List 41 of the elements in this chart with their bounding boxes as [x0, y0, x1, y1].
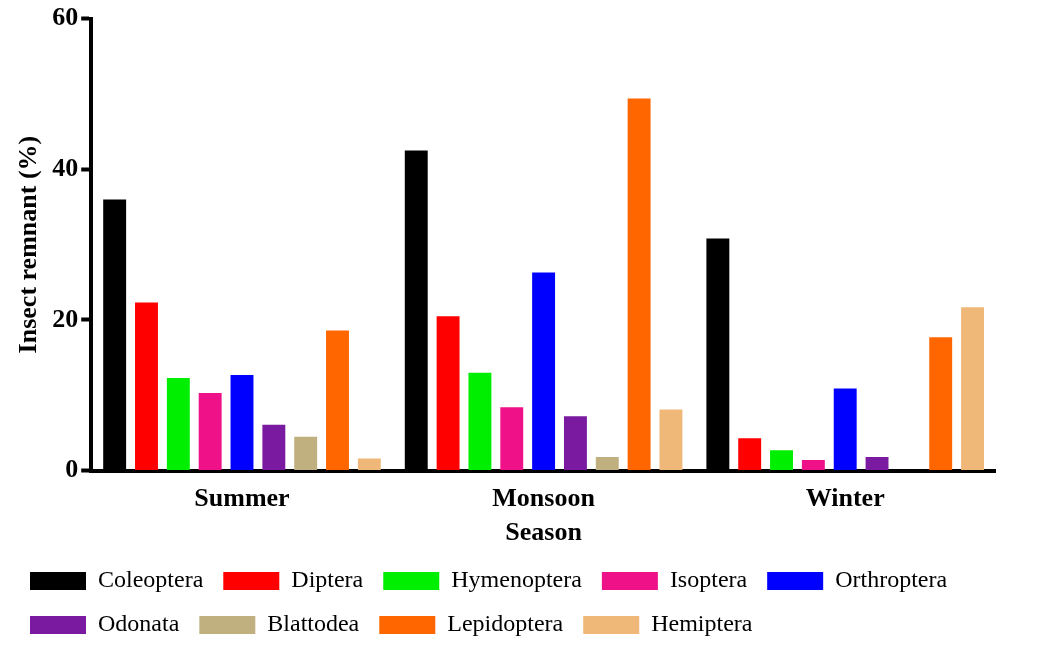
y-tick-label: 0: [65, 454, 79, 484]
bar: [357, 458, 381, 471]
bar: [135, 302, 158, 471]
bar: [865, 457, 889, 471]
bar: [262, 424, 286, 471]
legend-label: Coleoptera: [98, 566, 204, 593]
y-tick-label: 40: [52, 152, 79, 182]
legend-label: Blattodea: [267, 610, 360, 637]
bar: [833, 388, 857, 471]
bar: [595, 457, 619, 471]
bar: [659, 409, 683, 471]
x-tick-label: Winter: [805, 482, 885, 512]
bar: [929, 337, 953, 471]
bar: [326, 330, 349, 471]
x-axis-title: Season: [505, 517, 583, 547]
bar: [436, 316, 460, 471]
x-tick-label: Monsoon: [492, 482, 596, 512]
bar: [198, 393, 222, 471]
bar: [961, 307, 984, 471]
legend-label: Hymenoptera: [451, 566, 583, 593]
legend-label: Lepidoptera: [447, 610, 564, 637]
bar: [563, 416, 587, 471]
legend-label: Isoptera: [669, 566, 748, 593]
y-axis-title: Insect remnant (%): [13, 135, 43, 354]
bar: [230, 374, 254, 471]
bar: [801, 460, 825, 471]
y-tick-label: 60: [52, 2, 79, 32]
bar: [294, 436, 318, 471]
bar: [770, 450, 793, 471]
legend-label: Diptera: [291, 566, 364, 593]
bar: [627, 98, 651, 471]
legend-label: Hemiptera: [651, 610, 753, 637]
y-tick-label: 20: [52, 303, 79, 333]
legend-label: Odonata: [98, 610, 180, 637]
bar: [500, 407, 524, 471]
bar: [166, 377, 190, 471]
legend-label: Orthroptera: [835, 566, 948, 593]
bar: [532, 272, 556, 471]
x-tick-label: Summer: [194, 482, 290, 512]
bar: [738, 438, 762, 471]
bar: [468, 372, 492, 471]
